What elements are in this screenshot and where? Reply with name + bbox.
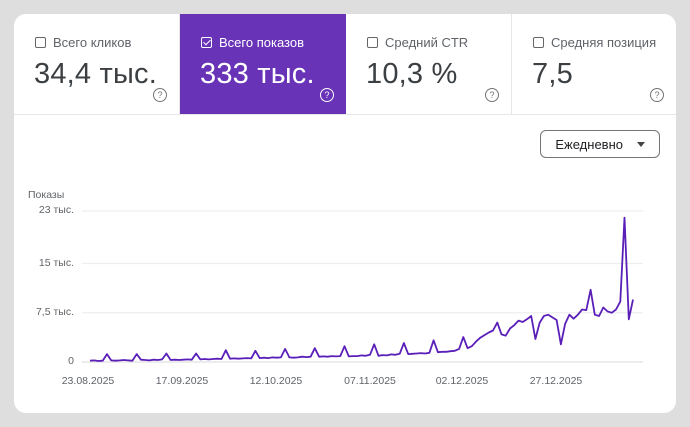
help-icon[interactable]: ?	[153, 88, 167, 102]
metric-value: 34,4 тыс.	[34, 58, 157, 90]
checkbox-icon[interactable]	[533, 37, 544, 48]
metric-tiles: Всего кликов 34,4 тыс. ? Всего показов 3…	[14, 14, 676, 115]
metric-tile-ctr[interactable]: Средний CTR 10,3 % ?	[346, 14, 512, 114]
metric-label: Средняя позиция	[551, 35, 657, 50]
help-icon[interactable]: ?	[485, 88, 499, 102]
help-icon[interactable]: ?	[320, 88, 334, 102]
y-tick-label: 7,5 тыс.	[35, 305, 74, 318]
chevron-down-icon	[637, 141, 645, 147]
impressions-line	[89, 216, 634, 362]
chart-plot	[82, 210, 643, 363]
y-tick-label: 15 тыс.	[38, 256, 74, 269]
granularity-dropdown[interactable]: Ежедневно	[540, 130, 660, 158]
x-tick-label: 17.09.2025	[155, 375, 209, 387]
y-tick-label: 23 тыс.	[38, 204, 74, 216]
y-tick-label: 0	[68, 355, 74, 367]
granularity-value: Ежедневно	[555, 136, 623, 152]
metric-tile-position[interactable]: Средняя позиция 7,5 ?	[512, 14, 676, 114]
metric-tile-clicks[interactable]: Всего кликов 34,4 тыс. ?	[14, 14, 180, 114]
checkbox-icon[interactable]	[35, 37, 46, 48]
metric-tile-impressions[interactable]: Всего показов 333 тыс. ?	[180, 14, 346, 114]
metric-value: 10,3 %	[366, 58, 458, 90]
metric-label: Всего кликов	[53, 35, 132, 50]
x-tick-label: 27.12.2025	[529, 375, 583, 387]
performance-card: Всего кликов 34,4 тыс. ? Всего показов 3…	[14, 14, 676, 413]
x-tick-label: 07.11.2025	[344, 375, 396, 387]
metric-label: Всего показов	[219, 35, 304, 50]
checkbox-checked-icon[interactable]	[201, 37, 212, 48]
x-tick-label: 02.12.2025	[435, 375, 489, 387]
metric-value: 333 тыс.	[200, 58, 315, 90]
help-icon[interactable]: ?	[650, 88, 664, 102]
metric-label: Средний CTR	[385, 35, 469, 50]
metric-value: 7,5	[532, 58, 573, 90]
x-tick-label: 12.10.2025	[249, 375, 303, 387]
checkbox-icon[interactable]	[367, 37, 378, 48]
y-axis-title: Показы	[28, 189, 65, 201]
x-tick-label: 23.08.2025	[61, 375, 115, 387]
